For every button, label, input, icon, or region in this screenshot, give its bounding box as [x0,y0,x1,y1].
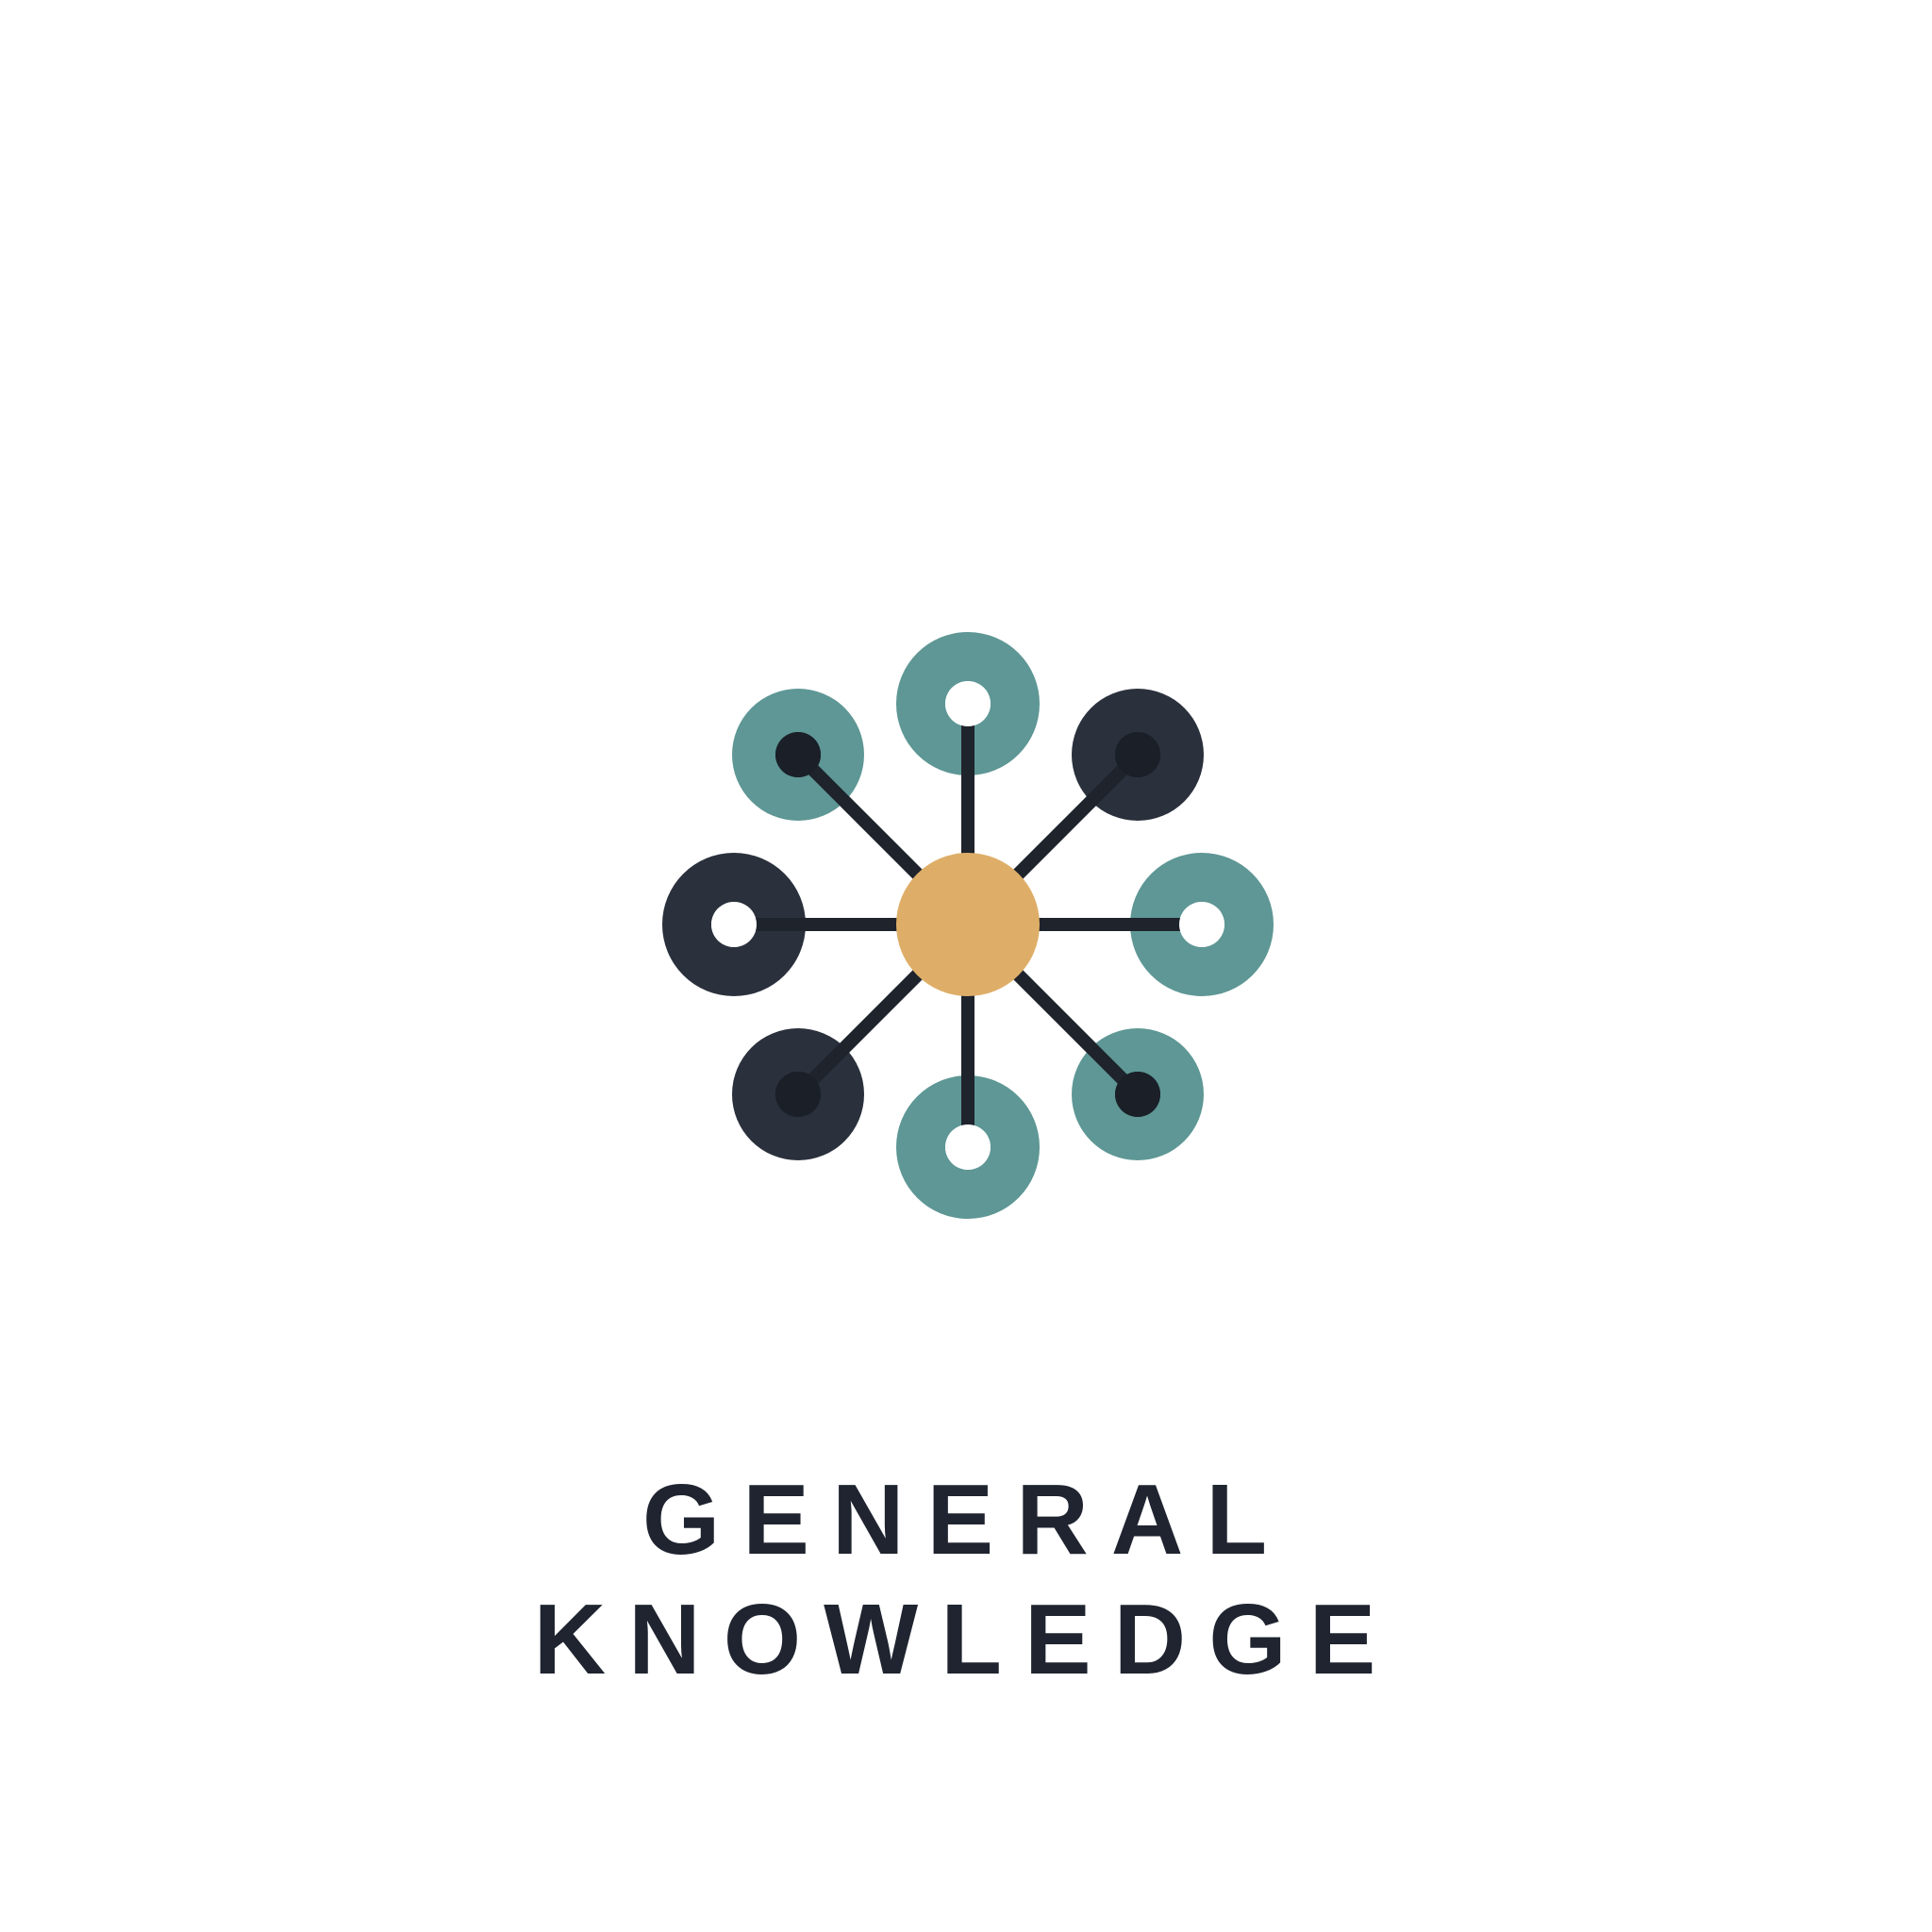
node-top-right-center-dot [1115,732,1160,777]
node-top-left-center-dot [775,732,821,777]
node-left-center-dot [711,902,757,947]
node-bottom-left-center-dot [775,1072,821,1117]
node-bottom-right-center-dot [1115,1072,1160,1117]
brand-title-line-1: GENERAL [641,1464,1291,1575]
node-bottom-center-dot [945,1124,991,1170]
node-right-center-dot [1179,902,1224,947]
brand-title-line-2: KNOWLEDGE [533,1584,1399,1695]
node-top-center-dot [945,681,991,726]
hub-circle [896,853,1040,996]
